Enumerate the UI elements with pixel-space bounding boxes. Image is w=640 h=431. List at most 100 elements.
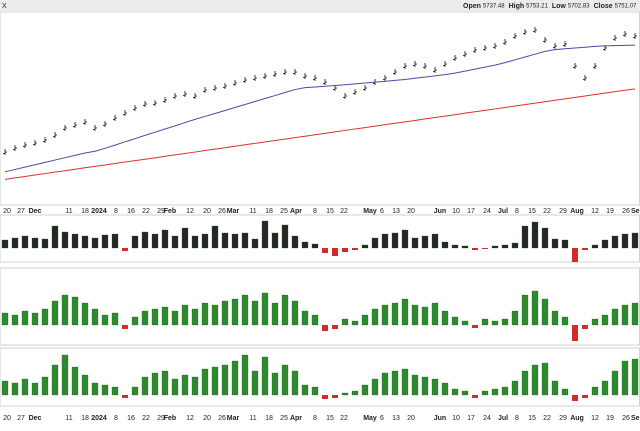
date-label: 26 [218, 208, 226, 215]
price-bar [173, 93, 177, 100]
header-open-label: Open [463, 3, 481, 10]
date-label: 17 [467, 208, 475, 215]
histogram-bar [301, 241, 309, 249]
price-bar [613, 34, 617, 41]
price-bar [283, 69, 287, 76]
date-label: 16 [127, 208, 135, 215]
histogram-bar [561, 388, 569, 396]
histogram-bar [221, 300, 229, 326]
date-label: Apr [290, 208, 302, 215]
histogram-bar [31, 382, 39, 396]
price-bar [153, 100, 157, 107]
histogram-bar [421, 235, 429, 249]
date-label: Se [631, 415, 640, 422]
price-bar [343, 93, 347, 100]
histogram-bar [181, 304, 189, 326]
date-label: 8 [515, 208, 519, 215]
histogram-bar [381, 372, 389, 396]
histogram-bar [491, 388, 499, 396]
date-label: 13 [392, 415, 400, 422]
date-label: 15 [326, 208, 334, 215]
histogram-bar [591, 386, 599, 396]
histogram-bar [122, 395, 128, 398]
histogram-bar [191, 308, 199, 326]
histogram-bar [91, 237, 99, 249]
date-label: 10 [452, 208, 460, 215]
price-bar [223, 83, 227, 90]
price-bar [33, 140, 37, 147]
histogram-bar [81, 374, 89, 396]
histogram-bar [201, 233, 209, 249]
date-label: 12 [186, 415, 194, 422]
histogram-bar [171, 235, 179, 249]
histogram-bar [111, 233, 119, 249]
histogram-bar [521, 370, 529, 396]
date-label: 20 [407, 208, 415, 215]
histogram-bar [1, 312, 9, 326]
histogram-bar [441, 241, 449, 249]
price-bar [553, 42, 557, 49]
histogram-bar [361, 384, 369, 396]
histogram-bar [251, 238, 259, 249]
histogram-bar [101, 314, 109, 326]
histogram-bar [361, 244, 369, 249]
histogram-bar [71, 296, 79, 326]
histogram-bar [481, 318, 489, 326]
date-label: 22 [543, 415, 551, 422]
price-bar [573, 63, 577, 70]
date-label: Feb [164, 208, 176, 215]
date-label: 8 [114, 208, 118, 215]
histogram-bar [241, 232, 249, 249]
price-bar [383, 75, 387, 82]
date-label: 22 [340, 415, 348, 422]
histogram-bar [21, 310, 29, 326]
price-bar [263, 73, 267, 80]
histogram-bar [582, 325, 588, 329]
histogram-bar [51, 300, 59, 326]
date-label: 11 [65, 208, 72, 215]
histogram-bar [51, 364, 59, 396]
histogram-bar [181, 227, 189, 249]
histogram-bar [611, 370, 619, 396]
histogram-bar [231, 298, 239, 326]
histogram-bar [111, 386, 119, 396]
date-label: 29 [559, 415, 567, 422]
price-bar [543, 36, 547, 43]
histogram-bar [341, 392, 349, 396]
date-label: 22 [142, 415, 150, 422]
histogram-bar [381, 304, 389, 326]
date-label: Jun [434, 208, 446, 215]
histogram-bar [332, 325, 338, 329]
histogram-bar [101, 384, 109, 396]
histogram-bar [521, 225, 529, 249]
histogram-bar [31, 237, 39, 249]
header-bar [0, 0, 640, 11]
histogram-bar [572, 248, 578, 262]
date-label: 8 [313, 415, 317, 422]
histogram-bar [171, 378, 179, 396]
date-label: 6 [380, 415, 384, 422]
price-bar [293, 69, 297, 76]
histogram-bar [501, 244, 509, 249]
histogram-bar [351, 390, 359, 396]
price-bar [503, 38, 507, 45]
histogram-bar [431, 378, 439, 396]
histogram-bar [231, 233, 239, 249]
histogram-bar [11, 237, 19, 249]
date-label: 12 [591, 208, 599, 215]
histogram-bar [391, 370, 399, 396]
histogram-bar [1, 380, 9, 396]
histogram-bar [181, 374, 189, 396]
price-bar [523, 28, 527, 35]
histogram-bar [531, 290, 539, 326]
histogram-bar [221, 232, 229, 249]
date-label: 15 [528, 208, 536, 215]
date-label: May [363, 208, 377, 215]
histogram-bar [122, 248, 128, 251]
histogram-bar [582, 248, 588, 250]
histogram-bar [81, 302, 89, 326]
date-label: 19 [606, 415, 614, 422]
price-bar [143, 101, 147, 108]
price-bar [13, 144, 17, 151]
